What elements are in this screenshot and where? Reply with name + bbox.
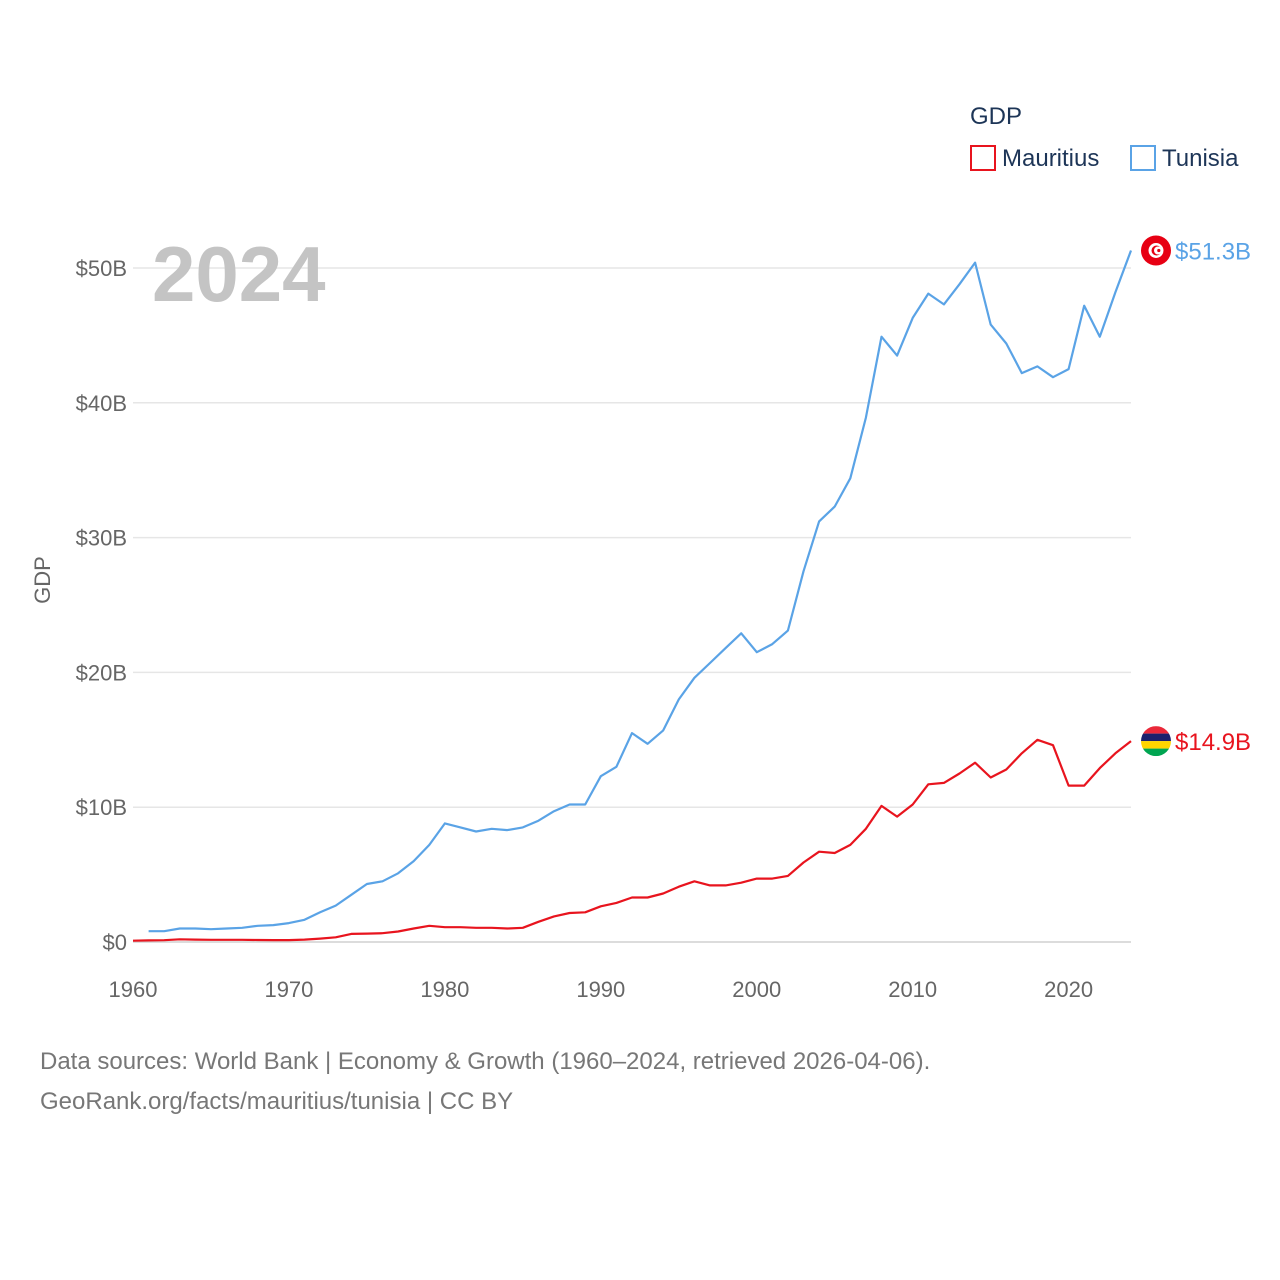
y-tick-label: $10B [76,795,127,820]
y-tick-labels: $0 $10B $20B $30B $40B $50B [76,256,127,955]
series-line-tunisia[interactable] [148,250,1133,933]
x-tick-label: 1990 [576,977,625,1002]
legend-label-tunisia: Tunisia [1162,145,1239,172]
x-tick-label: 1960 [109,977,158,1002]
x-tick-label: 1970 [264,977,313,1002]
legend-swatch-tunisia [1130,145,1156,171]
footer-sources: Data sources: World Bank | Economy & Gro… [40,1048,931,1075]
legend-swatch-mauritius [970,145,996,171]
footer: Data sources: World Bank | Economy & Gro… [40,1042,930,1122]
y-tick-label: $50B [76,256,127,281]
legend-item-tunisia[interactable]: Tunisia [1130,145,1239,172]
tunisia-flag-icon [1141,235,1171,266]
series-line-mauritius[interactable] [132,738,1132,942]
legend-title: GDP [970,103,1022,130]
x-tick-label: 2000 [732,977,781,1002]
x-tick-label: 2020 [1044,977,1093,1002]
y-tick-label: $20B [76,660,127,685]
x-tick-labels: 1960 1970 1980 1990 2000 2010 2020 [109,977,1094,1002]
y-tick-label: $0 [103,930,127,955]
y-tick-label: $40B [76,391,127,416]
legend-label-mauritius: Mauritius [1002,145,1099,172]
y-axis-title: GDP [30,556,55,604]
x-tick-label: 1980 [420,977,469,1002]
series-lines [132,250,1133,942]
end-value-label-tunisia: $51.3B [1175,238,1251,265]
x-tick-label: 2010 [888,977,937,1002]
mauritius-flag-icon [1141,726,1171,757]
end-labels: $14.9B $51.3B [1141,235,1251,757]
legend-item-mauritius[interactable]: Mauritius [970,145,1099,172]
footer-credit[interactable]: GeoRank.org/facts/mauritius/tunisia | CC… [40,1088,514,1115]
end-value-label-mauritius: $14.9B [1175,729,1251,756]
gridlines [133,267,1131,943]
y-tick-label: $30B [76,526,127,551]
gdp-line-chart: $0 $10B $20B $30B $40B $50B 1960 1970 1980 1990 2… [30,103,1251,1002]
year-label: 2024 [152,230,326,318]
